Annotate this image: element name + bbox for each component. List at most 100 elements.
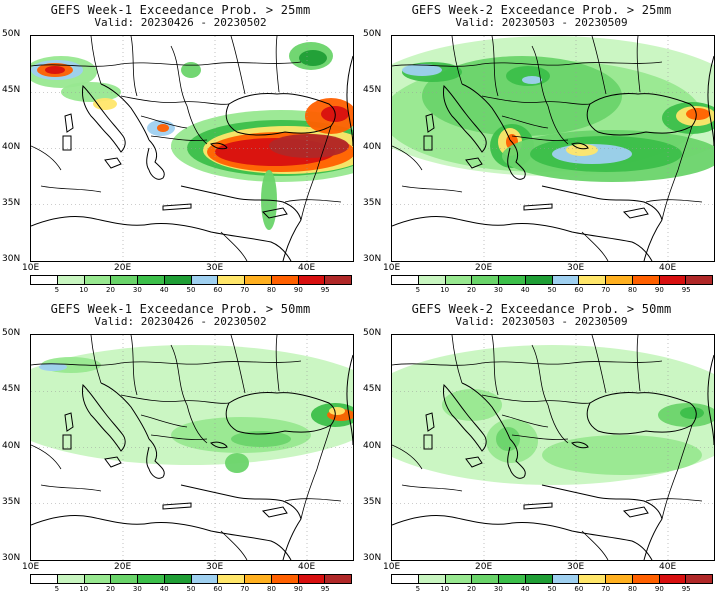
country-border [511,434,569,440]
country-border [40,484,102,492]
coastline [523,203,553,211]
colorbar-swatch [57,276,85,284]
probability-contour [39,363,67,371]
coastline [507,438,526,479]
colorbar-tick-label: 95 [320,585,330,593]
country-border [591,36,607,95]
longitude-label: 30E [206,263,224,273]
latitude-label: 40N [2,440,21,451]
colorbar-swatch [418,276,446,284]
colorbar-tick-label: 95 [320,286,330,294]
colorbar-tick-label: 60 [574,286,584,294]
latitude-label: 35N [2,496,21,507]
colorbar-tick-label: 50 [186,585,196,593]
coastline [62,434,72,450]
country-border [170,344,208,444]
map-svg [31,36,353,261]
coastline [707,354,714,446]
longitude-label: 10E [22,263,40,273]
coastline [465,456,483,468]
colorbar-swatch [218,575,245,583]
country-border [230,36,246,95]
colorbar-tick-label: 5 [54,286,60,294]
colorbar-tick-label: 70 [240,286,250,294]
country-border [90,335,102,384]
panel-valid-dates: Valid: 20230503 - 20230509 [455,315,628,328]
coastline [423,434,433,450]
colorbar-tick-label: 40 [159,585,169,593]
probability-contour [45,66,65,74]
colorbar-tick-label: 95 [681,585,691,593]
latitude-label: 45N [363,85,382,96]
colorbar-tick-label: 80 [628,286,637,294]
country-border [511,135,569,141]
colorbar-tick-label: 70 [601,286,611,294]
colorbar-tick-label: 40 [520,585,530,593]
coastline [622,207,649,219]
colorbar-swatch [632,276,660,284]
country-border [645,498,703,502]
latitude-label: 45N [363,384,382,395]
coastline [210,441,228,449]
coastline [82,84,126,153]
latitude-label: 35N [363,197,382,208]
country-border [284,199,342,203]
probability-shading [31,42,353,230]
colorbar-swatch [472,575,499,583]
coastline [392,215,653,261]
probability-contour [686,108,710,120]
country-border [120,95,230,105]
colorbar-tick-label: 30 [132,286,142,294]
colorbar-tick-label: 30 [132,585,142,593]
country-border [300,424,332,520]
country-border [31,61,302,67]
probability-contour [522,76,542,84]
colorbar-swatch [298,276,326,284]
country-border [531,344,569,444]
latitude-label: 40N [363,141,382,152]
probability-contour [225,453,249,473]
colorbar-swatch [686,575,712,583]
longitude-label: 40E [659,562,677,572]
coastline [465,157,483,169]
colorbar-swatch [84,575,112,583]
coastline [643,518,663,560]
coastline [461,382,511,440]
probability-contour [422,56,622,136]
colorbar-tick-label: 20 [106,585,115,593]
country-border [392,444,423,470]
latitude-label: 45N [2,384,21,395]
colorbar-swatch [659,276,687,284]
coastline [162,502,192,510]
map-area [391,334,715,561]
country-border [636,36,641,93]
colorbar-swatch [632,575,660,583]
colorbar-tick-label: 10 [79,286,89,294]
colorbar [30,275,352,285]
map-area [391,35,715,262]
country-border [31,444,62,470]
colorbar-swatch [245,276,272,284]
colorbar-swatch [392,575,419,583]
colorbar-tick-label: 90 [654,585,664,593]
coastline [541,185,663,221]
country-border [150,135,208,141]
coastline [82,383,126,452]
colorbar-swatch [164,276,192,284]
coastline [425,113,435,133]
colorbar-swatch [138,276,165,284]
colorbar-swatch [31,276,58,284]
colorbar-swatch [445,276,473,284]
country-border [31,360,302,366]
country-border [636,335,641,392]
country-border [501,414,549,428]
probability-contour [329,407,345,415]
coastline [541,484,663,520]
country-border [120,394,230,404]
colorbar-swatch [525,276,553,284]
coastline [180,185,302,221]
coastline [392,514,653,560]
map-svg [392,335,714,560]
colorbar-swatch [191,575,219,583]
latitude-label: 40N [363,440,382,451]
